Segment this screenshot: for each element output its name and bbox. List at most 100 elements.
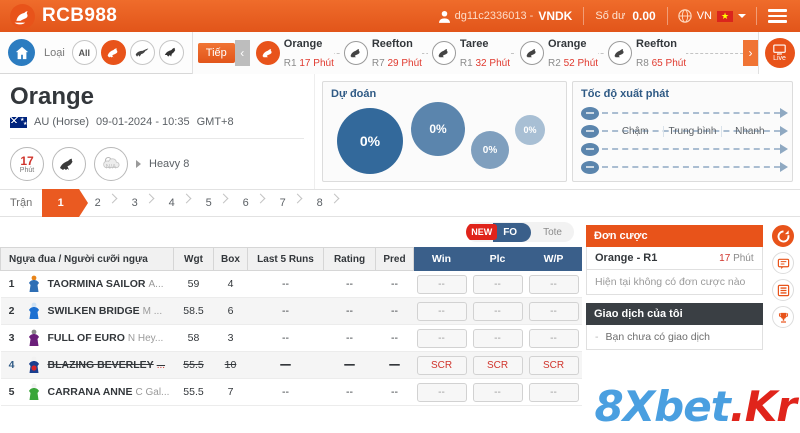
- chevron-right-icon[interactable]: ›: [743, 39, 758, 66]
- odds-win-button[interactable]: --: [416, 382, 467, 402]
- race-country: AU (Horse): [34, 116, 90, 129]
- prediction-bubble-3[interactable]: 0%: [471, 131, 509, 169]
- horse-racing-icon: [608, 40, 633, 65]
- live-label: Live: [773, 54, 786, 62]
- odds-win-button[interactable]: --: [416, 301, 467, 321]
- odds-win-button: SCR: [416, 355, 467, 375]
- brand-logo[interactable]: RCB988: [0, 3, 117, 29]
- trophy-icon[interactable]: [772, 306, 795, 328]
- type-filter-horse[interactable]: [100, 40, 126, 65]
- odds-wp-button: SCR: [528, 355, 579, 375]
- horse-running-icon: [52, 147, 86, 182]
- horse-racing-icon: [519, 40, 544, 65]
- hamburger-menu-icon[interactable]: [757, 9, 800, 23]
- next-races-button[interactable]: Tiếp: [197, 42, 235, 63]
- balance-display: Số dư 0.00: [584, 9, 666, 23]
- start-speed-panel: Tốc độ xuất phát: [572, 81, 793, 182]
- jockey-silk-icon: [22, 378, 45, 406]
- odds-wp-button[interactable]: --: [528, 382, 579, 402]
- user-account[interactable]: dg11c2336013 - VNDK: [428, 9, 584, 23]
- runner-wgt: 59: [173, 270, 214, 298]
- chevron-left-icon[interactable]: ‹: [234, 39, 250, 66]
- odds-plc-button[interactable]: --: [472, 328, 523, 348]
- table-row[interactable]: 4 BLAZING BEVERLEY... 55.5 10 — — — SCR …: [0, 351, 582, 379]
- odds-wp-button[interactable]: --: [528, 328, 579, 348]
- race-name: Orange: [283, 38, 323, 51]
- race-tab-5[interactable]: 5: [190, 189, 227, 217]
- race-tab-2[interactable]: 2: [79, 189, 116, 217]
- balance-value: 0.00: [632, 9, 656, 23]
- speed-column-labels: Chậm Trung bình Nhanh: [607, 126, 778, 137]
- table-row[interactable]: 2 SWILKEN BRIDGE M ... 58.5 6 -- -- -- --…: [0, 297, 582, 325]
- race-item-taree-r1[interactable]: Taree R1 32 Phút: [427, 34, 510, 71]
- type-filter-greyhound[interactable]: [129, 40, 155, 65]
- speed-label-medium: Trung bình: [663, 126, 720, 137]
- type-filter-all[interactable]: All: [71, 40, 97, 65]
- horse-name: SWILKEN BRIDGE: [47, 305, 140, 317]
- speed-marker-icon: [581, 106, 599, 120]
- table-row[interactable]: 3 FULL OF EURO N Hey... 58 3 -- -- -- -- …: [0, 324, 582, 352]
- runner-name-cell: CARRANA ANNE C Gal...: [44, 378, 174, 406]
- odds-toggle-fo[interactable]: FO: [493, 222, 532, 242]
- speed-label-fast: Nhanh: [720, 126, 778, 137]
- arrow-right-icon: [780, 144, 788, 154]
- race-item-orange-r1[interactable]: Orange R1 17 Phút: [251, 34, 334, 71]
- horse-name: TAORMINA SAILOR: [47, 278, 146, 290]
- announcement-icon[interactable]: [772, 252, 795, 274]
- odds-plc-button[interactable]: --: [472, 382, 523, 402]
- race-item-reefton-r8[interactable]: Reefton R8 65 Phút: [604, 34, 687, 71]
- type-filter-all-label: All: [78, 47, 91, 58]
- race-list: Orange R1 17 Phút Reefton R7 29 Phút: [251, 34, 758, 71]
- language-code: VN: [696, 10, 712, 22]
- race-tab-1[interactable]: 1: [42, 189, 89, 217]
- odds-plc-button[interactable]: --: [472, 274, 523, 294]
- transactions-title: Giao dịch của tôi: [586, 303, 763, 325]
- race-tab-4[interactable]: 4: [153, 189, 190, 217]
- jockey-name: A...: [148, 279, 164, 290]
- speed-marker-icon: [581, 160, 599, 174]
- odds-wp-button[interactable]: --: [528, 274, 579, 294]
- refresh-icon[interactable]: [772, 225, 795, 247]
- prediction-title: Dự đoán: [331, 88, 377, 100]
- runner-name-cell: TAORMINA SAILOR A...: [44, 270, 174, 298]
- col-plc: Plc: [469, 247, 526, 271]
- main-content: NEW FO Tote Ngựa đua / Người cưỡi ngựa W…: [0, 217, 800, 420]
- transactions-empty-message: Bạn chưa có giao dịch: [605, 331, 711, 343]
- live-button[interactable]: Live: [758, 31, 800, 74]
- prediction-bubble-1[interactable]: 0%: [337, 108, 403, 174]
- table-row[interactable]: 5 CARRANA ANNE C Gal... 55.5 7 -- -- -- -…: [0, 378, 582, 406]
- odds-win-button[interactable]: --: [416, 274, 467, 294]
- betslip-countdown-unit: Phút: [733, 252, 754, 264]
- speed-track: [602, 130, 780, 132]
- race-tab-3[interactable]: 3: [116, 189, 153, 217]
- arrow-right-icon: [780, 108, 788, 118]
- runner-rating: —: [323, 351, 376, 379]
- odds-win-button[interactable]: --: [416, 328, 467, 348]
- table-row[interactable]: 1 TAORMINA SAILOR A... 59 4 -- -- -- -- -…: [0, 270, 582, 298]
- balance-label: Số dư: [595, 10, 626, 22]
- language-selector[interactable]: VN ★: [668, 9, 756, 23]
- race-carousel: Tiếp ‹ Orange R1 17 Phút Reefton R7: [191, 31, 758, 74]
- countdown-unit: Phút: [19, 166, 35, 174]
- race-tab-6[interactable]: 6: [227, 189, 264, 217]
- home-icon[interactable]: [8, 39, 35, 66]
- vn-flag-icon: ★: [717, 10, 733, 22]
- betslip-title: Đơn cược: [586, 225, 763, 247]
- betslip-countdown: 17 Phút: [719, 253, 753, 264]
- list-icon[interactable]: [772, 279, 795, 301]
- odds-wp-button[interactable]: --: [528, 301, 579, 321]
- speed-track: [602, 112, 780, 114]
- runner-name-cell: SWILKEN BRIDGE M ...: [44, 297, 174, 325]
- race-tab-8[interactable]: 8: [301, 189, 338, 217]
- prediction-bubble-4[interactable]: 0%: [515, 115, 545, 145]
- race-tab-7[interactable]: 7: [264, 189, 301, 217]
- runner-rating: --: [323, 378, 376, 406]
- race-item-orange-r2[interactable]: Orange R2 52 Phút: [515, 34, 599, 71]
- odds-plc-button[interactable]: --: [472, 301, 523, 321]
- type-filter-harness[interactable]: [158, 40, 184, 65]
- runner-last5: --: [247, 297, 324, 325]
- prediction-bubble-2[interactable]: 0%: [411, 102, 465, 156]
- odds-toggle-tote[interactable]: Tote: [543, 226, 562, 238]
- race-item-reefton-r7[interactable]: Reefton R7 29 Phút: [339, 34, 422, 71]
- runner-number: 4: [0, 351, 23, 379]
